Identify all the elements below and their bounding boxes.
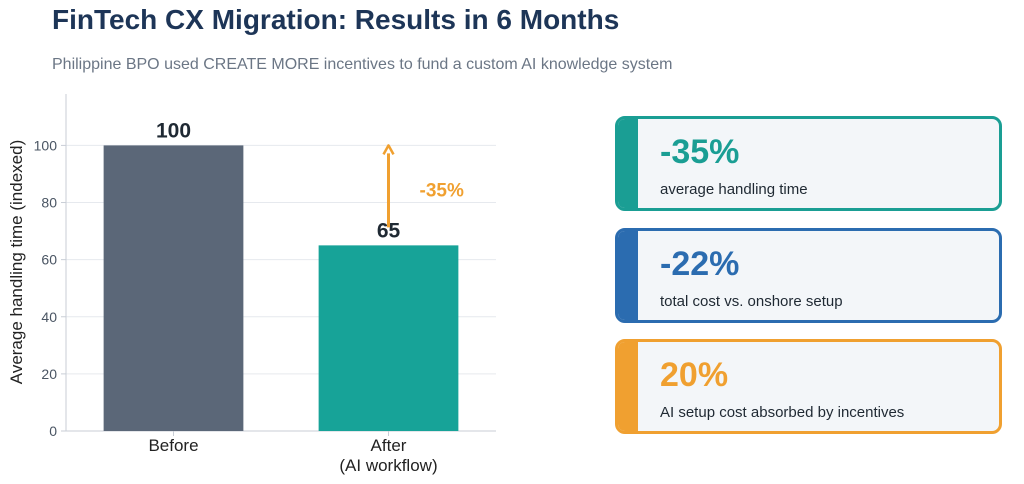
y-tick-label: 80 (41, 195, 57, 211)
card-accent-stripe (618, 231, 638, 320)
bar (318, 245, 459, 431)
card-accent-stripe (618, 342, 638, 431)
stat-card-cost: -22% total cost vs. onshore setup (615, 228, 1002, 323)
bar-value-label: 65 (377, 219, 401, 242)
bar (103, 145, 244, 431)
y-tick-label: 60 (41, 252, 57, 268)
page-subtitle: Philippine BPO used CREATE MORE incentiv… (52, 56, 673, 73)
y-tick-label: 40 (41, 309, 57, 325)
stat-label: AI setup cost absorbed by incentives (660, 404, 905, 421)
stat-card-aht: -35% average handling time (615, 116, 1002, 211)
stat-value: 20% (660, 356, 729, 394)
y-tick-label: 20 (41, 366, 57, 382)
bars (103, 145, 459, 431)
stat-card-incentives: 20% AI setup cost absorbed by incentives (615, 339, 1002, 434)
bar-chart: 0 20 40 60 80 100 Average handling time (inde… (7, 94, 496, 475)
stat-value: -22% (660, 245, 740, 283)
x-tick-labels: Before After (AI workflow) (148, 431, 438, 475)
annotation-arrow-head (382, 144, 395, 156)
page-title: FinTech CX Migration: Results in 6 Month… (52, 4, 620, 35)
value-labels: 100 65 (156, 119, 401, 242)
x-tick-label: After (AI workflow) (339, 436, 437, 475)
annotation-label: -35% (420, 180, 464, 201)
y-tick-label: 0 (49, 423, 57, 439)
change-annotation: -35% (382, 144, 464, 228)
stat-label: total cost vs. onshore setup (660, 293, 843, 310)
stat-label: average handling time (660, 181, 808, 198)
stat-value: -35% (660, 133, 740, 171)
y-tick-label: 100 (34, 137, 58, 153)
x-tick-label: Before (148, 436, 198, 455)
bar-value-label: 100 (156, 119, 191, 142)
y-tick-labels: 0 20 40 60 80 100 (34, 137, 66, 439)
card-accent-stripe (618, 119, 638, 208)
y-axis-label: Average handling time (indexed) (7, 140, 26, 384)
